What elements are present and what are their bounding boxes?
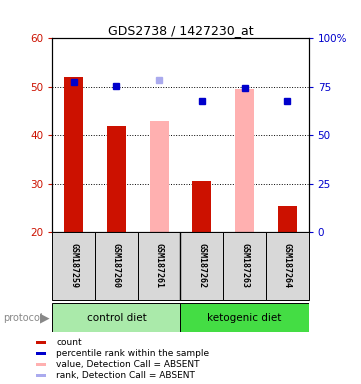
Text: value, Detection Call = ABSENT: value, Detection Call = ABSENT bbox=[56, 360, 200, 369]
Bar bbox=[107, 126, 126, 232]
Bar bbox=[180, 232, 223, 300]
Text: GSM187261: GSM187261 bbox=[155, 243, 164, 288]
Bar bbox=[64, 77, 83, 232]
Text: GSM187264: GSM187264 bbox=[283, 243, 292, 288]
Text: protocol: protocol bbox=[4, 313, 43, 323]
Bar bbox=[278, 206, 297, 232]
Text: percentile rank within the sample: percentile rank within the sample bbox=[56, 349, 209, 358]
Text: GSM187259: GSM187259 bbox=[69, 243, 78, 288]
Bar bbox=[52, 232, 95, 300]
Text: ▶: ▶ bbox=[40, 311, 50, 324]
Text: GSM187263: GSM187263 bbox=[240, 243, 249, 288]
Text: ketogenic diet: ketogenic diet bbox=[207, 313, 282, 323]
Bar bbox=[149, 121, 169, 232]
Text: GSM187262: GSM187262 bbox=[197, 243, 206, 288]
Text: rank, Detection Call = ABSENT: rank, Detection Call = ABSENT bbox=[56, 371, 195, 380]
Text: control diet: control diet bbox=[87, 313, 146, 323]
Bar bbox=[138, 232, 180, 300]
Bar bbox=[266, 232, 309, 300]
Bar bbox=[36, 363, 46, 366]
Text: count: count bbox=[56, 338, 82, 347]
Bar bbox=[52, 303, 180, 332]
Bar bbox=[36, 352, 46, 355]
Bar bbox=[180, 303, 309, 332]
Bar bbox=[192, 181, 212, 232]
Title: GDS2738 / 1427230_at: GDS2738 / 1427230_at bbox=[108, 24, 253, 37]
Bar bbox=[36, 374, 46, 377]
Bar bbox=[235, 89, 254, 232]
Bar bbox=[36, 341, 46, 344]
Text: GSM187260: GSM187260 bbox=[112, 243, 121, 288]
Bar bbox=[95, 232, 138, 300]
Bar bbox=[223, 232, 266, 300]
